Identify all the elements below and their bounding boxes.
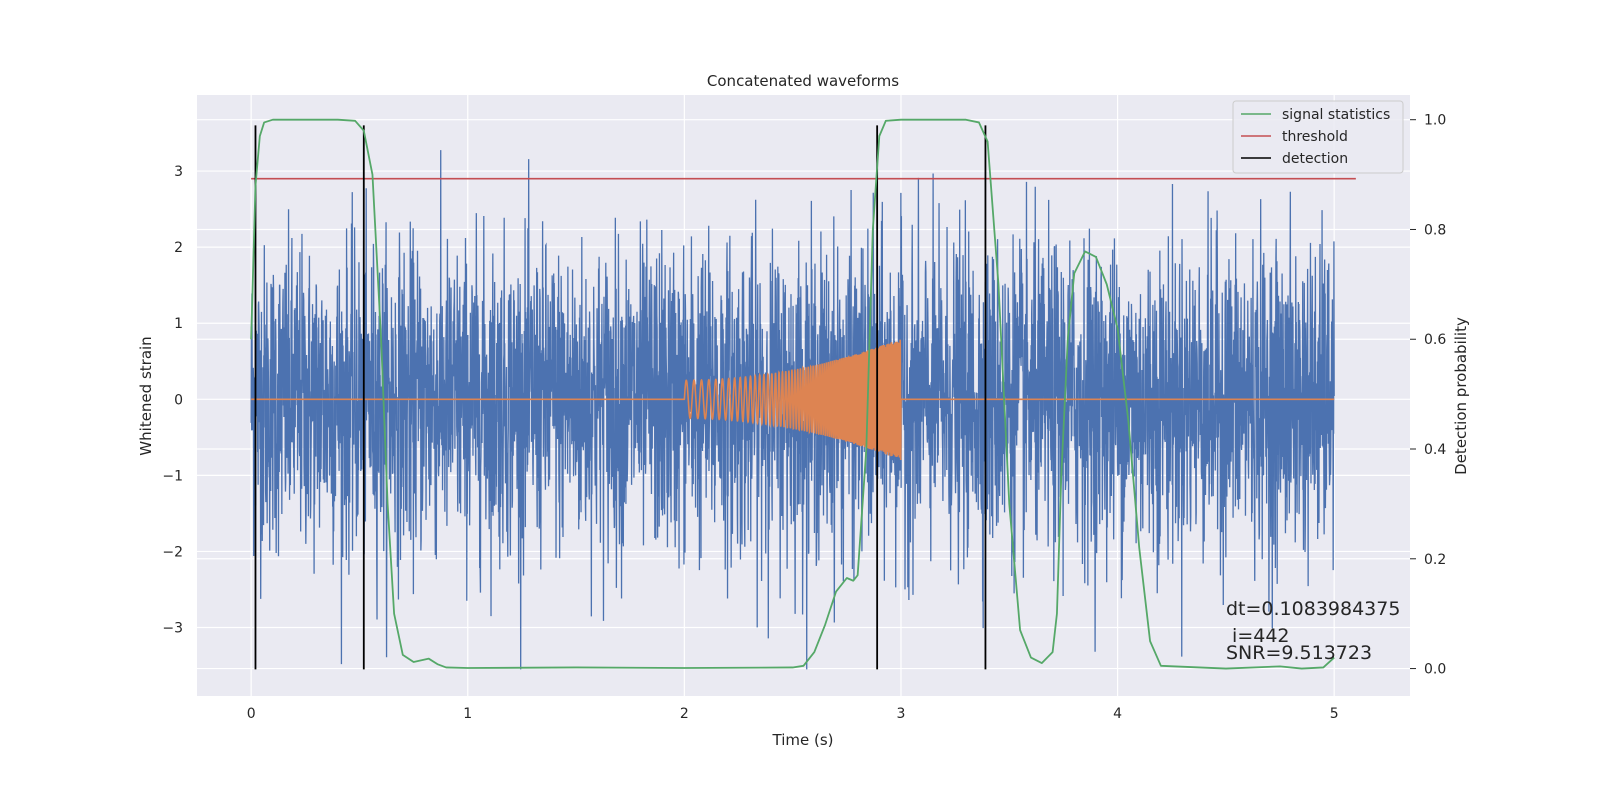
y2-tick-label: 0.2 (1424, 552, 1446, 568)
x-tick-label: 1 (463, 706, 472, 722)
x-tick-label: 5 (1330, 706, 1339, 722)
y2-axis-label: Detection probability (1452, 317, 1470, 475)
y-tick-label: −2 (162, 544, 183, 560)
y2-tick-label: 0.4 (1424, 442, 1446, 458)
axis-ticks: 0 1 2 3 4 5 −3 −2 −1 0 1 2 3 0.0 0.2 0.4 0.6 0.8 1.0 (162, 113, 1446, 722)
template-line (251, 339, 1335, 460)
annotation-snr: SNR=9.513723 (1226, 642, 1372, 664)
legend-box (1232, 100, 1404, 174)
x-axis-label: Time (s) (772, 731, 834, 749)
y-tick-label: 0 (174, 392, 183, 408)
signal-statistics-series (250, 118, 1335, 670)
signal-statistics-line (250, 118, 1335, 670)
y-tick-label: 2 (174, 240, 183, 256)
x-tick-label: 3 (897, 706, 906, 722)
y2-tick-label: 0.8 (1424, 222, 1446, 238)
template-series (251, 339, 1335, 460)
legend: signal statistics threshold detection (1232, 100, 1404, 174)
annotation-dt: dt=0.1083984375 (1226, 598, 1400, 620)
x-tick-label: 4 (1113, 706, 1122, 722)
chart-title: Concatenated waveforms (707, 72, 899, 90)
y2-tick-label: 0.0 (1424, 662, 1446, 678)
y-tick-label: −3 (162, 621, 183, 637)
y2-tick-label: 0.6 (1424, 332, 1446, 348)
y-tick-label: 1 (174, 316, 183, 332)
x-tick-label: 0 (247, 706, 256, 722)
y-tick-label: −1 (162, 468, 183, 484)
legend-label-threshold: threshold (1282, 129, 1348, 145)
x-tick-label: 2 (680, 706, 689, 722)
y-axis-label: Whitened strain (137, 336, 155, 455)
legend-label-detection: detection (1282, 151, 1348, 167)
y2-tick-label: 1.0 (1424, 113, 1446, 129)
annotation-index: i=442 (1226, 625, 1290, 647)
y-tick-label: 3 (174, 164, 183, 180)
legend-label-signal-statistics: signal statistics (1282, 107, 1390, 123)
